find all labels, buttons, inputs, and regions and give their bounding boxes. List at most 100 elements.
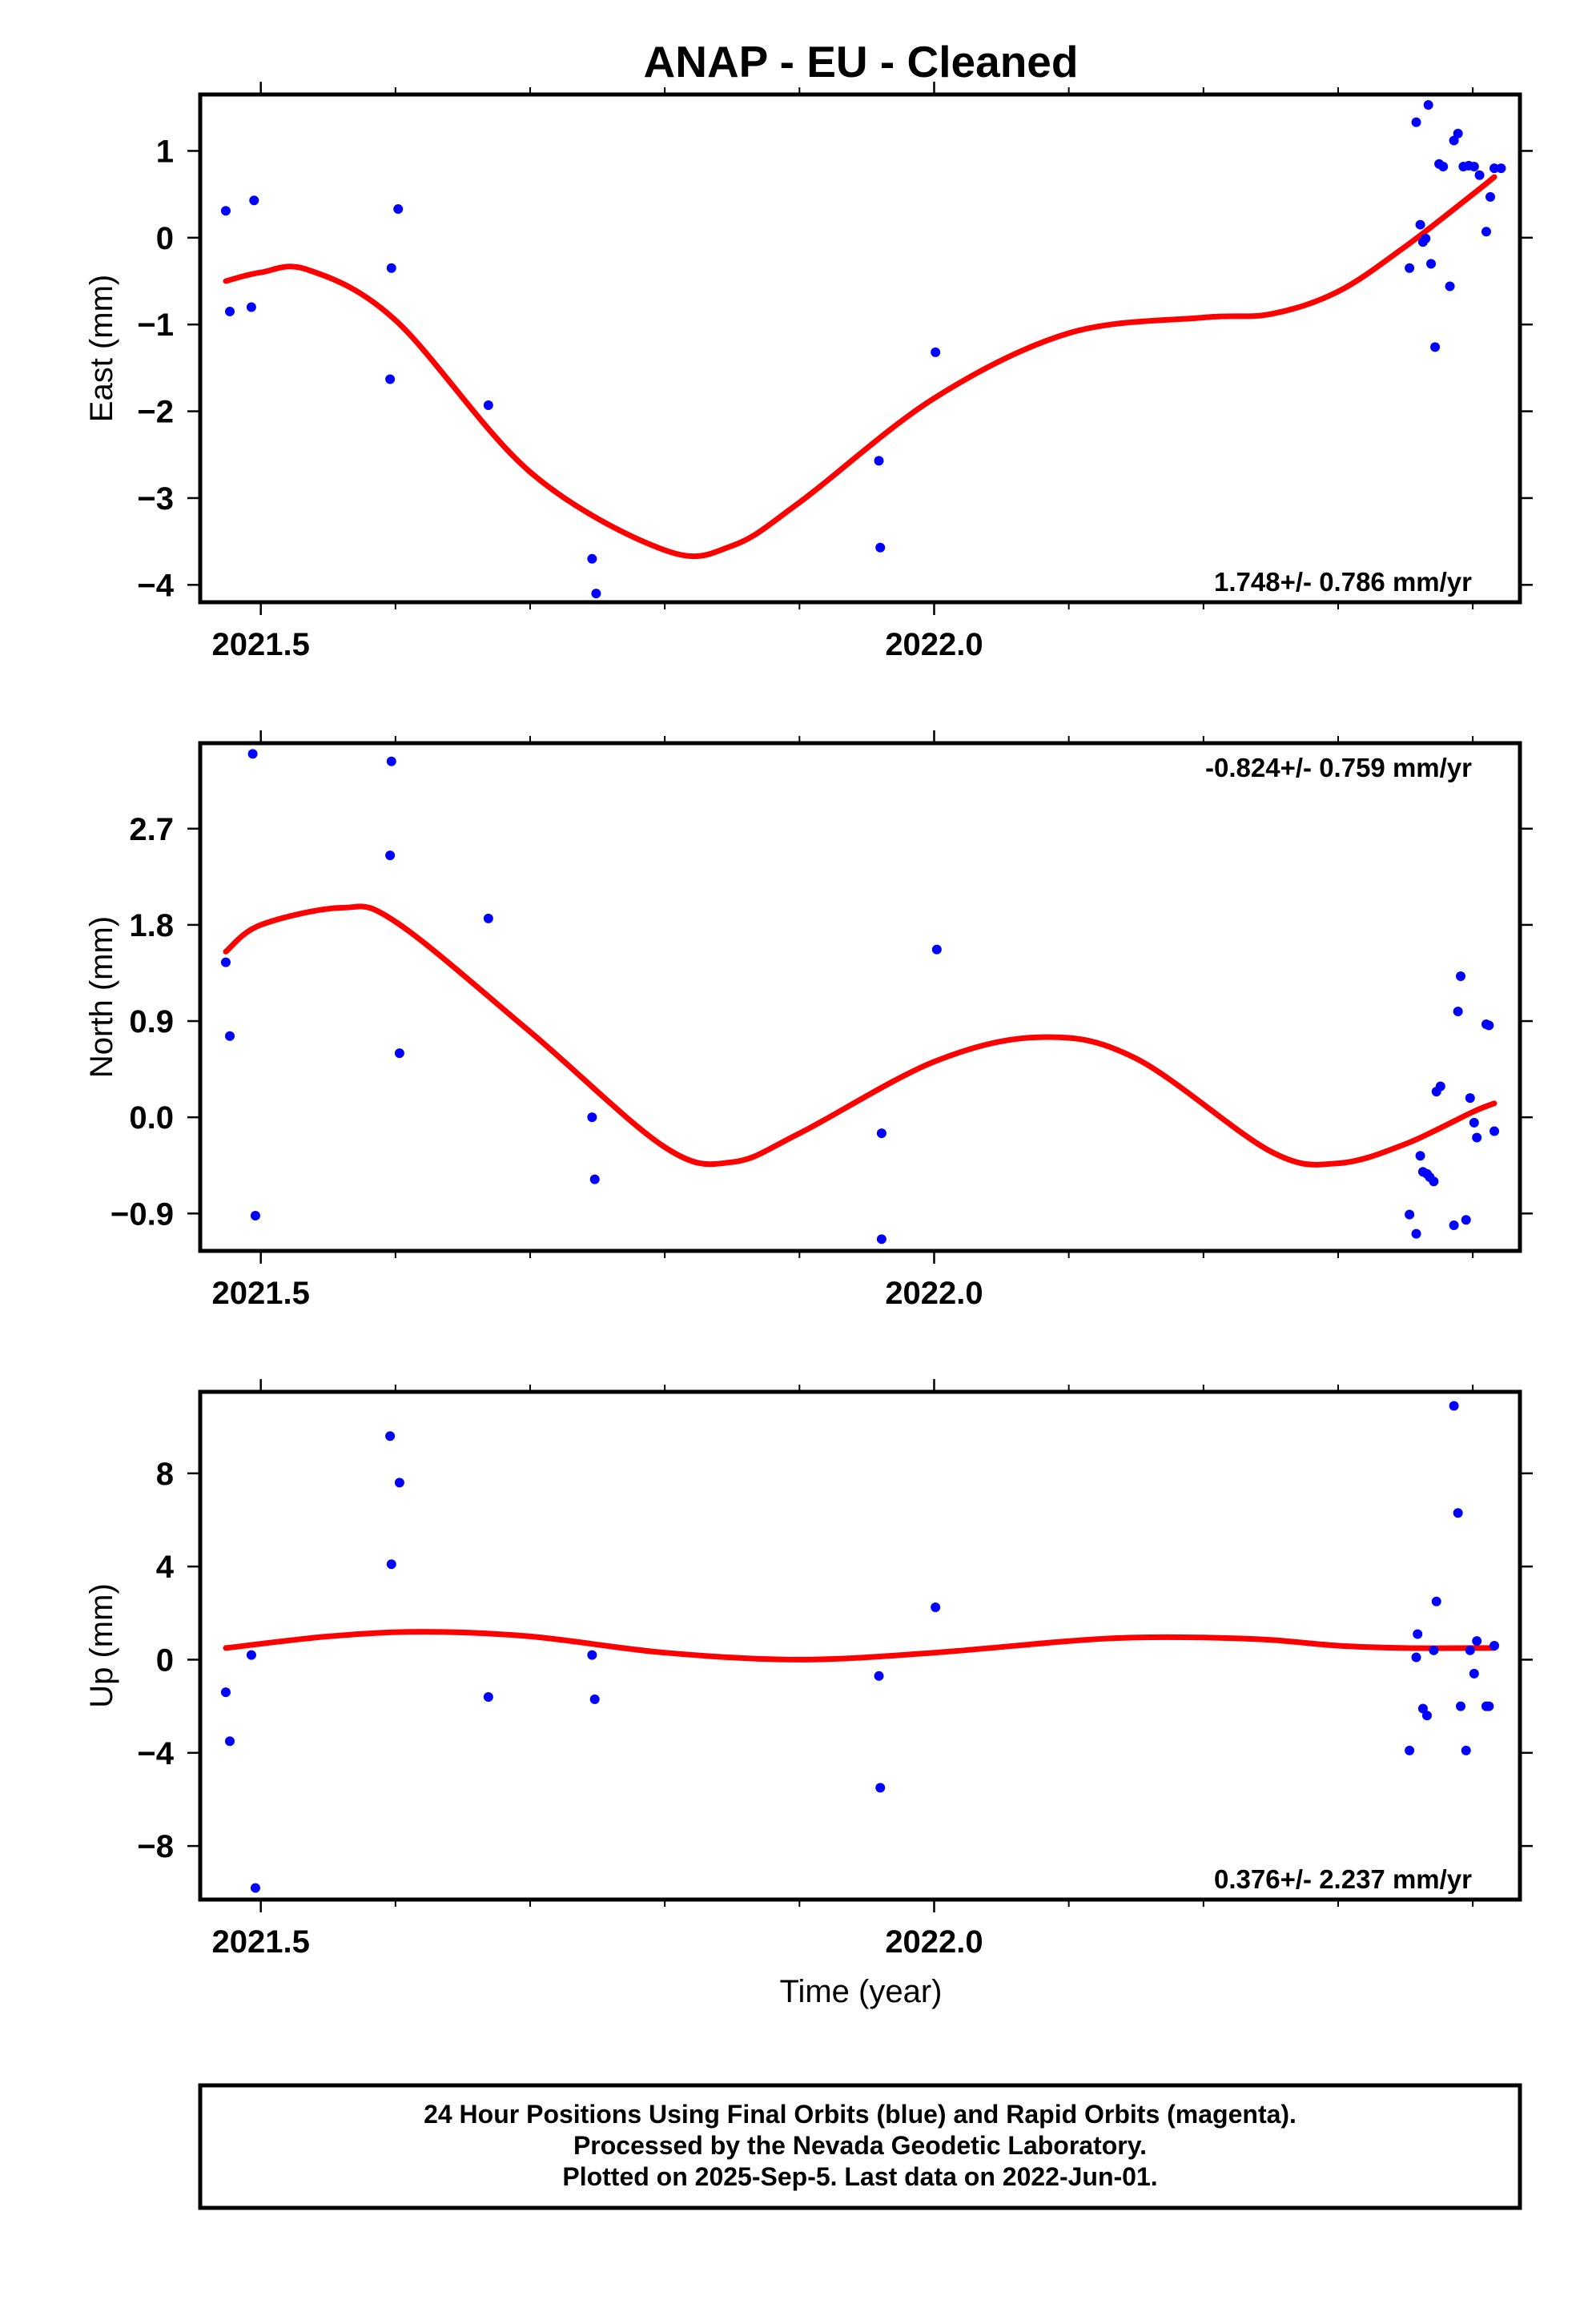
up-data-point — [1472, 1636, 1482, 1647]
east-data-point — [249, 195, 259, 206]
east-y-tick-label: −2 — [137, 395, 174, 430]
north-data-point — [1489, 1126, 1500, 1136]
up-data-point — [1429, 1645, 1439, 1655]
east-x-tick-label: 2021.5 — [212, 627, 310, 662]
east-data-point — [1438, 161, 1449, 171]
east-data-point — [1415, 219, 1425, 230]
up-data-point — [394, 1478, 404, 1488]
up-data-point — [1453, 1508, 1463, 1518]
up-fit-curve — [223, 1629, 1498, 1663]
up-data-point — [1417, 1703, 1428, 1714]
east-data-point — [220, 206, 231, 216]
east-data-point — [1485, 191, 1496, 202]
north-fit-curve — [223, 903, 1498, 1168]
east-data-point — [1496, 163, 1506, 174]
north-data-point — [1415, 1151, 1425, 1161]
east-data-point — [224, 306, 235, 316]
east-data-point — [591, 589, 601, 599]
up-x-tick-label: 2021.5 — [212, 1924, 310, 1960]
east-data-point — [1453, 128, 1463, 139]
east-data-point — [1474, 170, 1485, 180]
up-y-axis-label: Up (mm) — [84, 1583, 119, 1708]
north-data-point — [220, 957, 231, 967]
east-y-axis-label: East (mm) — [84, 275, 119, 422]
up-y-tick-label: 8 — [156, 1457, 174, 1492]
up-y-tick-label: −8 — [137, 1829, 174, 1864]
north-data-point — [386, 756, 396, 766]
east-data-point — [587, 553, 597, 564]
up-data-point — [874, 1671, 884, 1681]
north-data-point — [385, 850, 396, 861]
east-data-point — [1423, 100, 1433, 111]
footer-box: 24 Hour Positions Using Final Orbits (bl… — [198, 2083, 1522, 2210]
north-x-tick-label: 2021.5 — [212, 1276, 310, 1311]
east-data-point — [1421, 233, 1431, 243]
north-x-tick-label: 2022.0 — [885, 1276, 983, 1311]
north-data-point — [587, 1112, 597, 1123]
up-y-tick-label: 4 — [156, 1550, 175, 1585]
east-data-point — [246, 302, 256, 312]
east-data-point — [875, 542, 886, 553]
east-frame — [198, 92, 1522, 605]
north-data-point — [1411, 1228, 1421, 1239]
chart-panels: 2021.5 2022.0 1 0 −1 −2 −3 −4 East (mm) 1.748+/- … — [84, 82, 1533, 1960]
east-data-point — [874, 456, 884, 466]
north-data-point — [1472, 1132, 1482, 1143]
north-data-point — [1405, 1209, 1415, 1220]
up-data-point — [875, 1783, 886, 1793]
up-data-point — [1469, 1668, 1479, 1679]
north-data-point — [250, 1210, 260, 1220]
up-data-point — [1405, 1745, 1415, 1755]
up-y-tick-label: −4 — [137, 1736, 174, 1771]
up-data-point — [385, 1431, 396, 1441]
east-panel: 2021.5 2022.0 1 0 −1 −2 −3 −4 East (mm) 1.748+/- … — [84, 82, 1533, 662]
up-data-point — [1484, 1701, 1494, 1711]
north-data-point — [394, 1048, 404, 1059]
north-y-tick-label: 2.7 — [129, 812, 174, 847]
east-data-point — [931, 347, 941, 357]
up-data-point — [1449, 1401, 1459, 1411]
up-data-point — [1413, 1629, 1423, 1639]
east-x-tick-label: 2022.0 — [885, 627, 983, 662]
up-data-point — [483, 1691, 493, 1702]
east-data-point — [1426, 259, 1437, 269]
north-panel: 2021.5 2022.0 2.7 1.8 0.9 0.0 −0.9 North (mm) -0… — [84, 730, 1533, 1311]
north-data-point — [1484, 1020, 1494, 1031]
north-y-tick-label: −0.9 — [111, 1196, 174, 1232]
up-data-point — [1411, 1652, 1421, 1663]
north-data-point — [247, 749, 258, 759]
east-fit-curve — [223, 174, 1498, 560]
up-data-point — [1456, 1701, 1466, 1711]
up-data-point — [1431, 1596, 1441, 1606]
north-data-point — [1465, 1093, 1475, 1104]
north-plot-area — [220, 749, 1500, 1244]
north-data-point — [876, 1128, 886, 1139]
north-data-point — [1461, 1215, 1471, 1225]
footer-line-2: Processed by the Nevada Geodetic Laborat… — [573, 2131, 1147, 2160]
up-data-point — [224, 1736, 235, 1747]
east-y-tick-label: −1 — [137, 308, 174, 343]
east-plot-area — [220, 100, 1506, 599]
east-y-tick-label: −3 — [137, 481, 174, 517]
north-data-point — [1469, 1117, 1479, 1128]
up-rate-label: 0.376+/- 2.237 mm/yr — [1214, 1864, 1472, 1894]
north-data-point — [1449, 1220, 1459, 1230]
up-data-point — [250, 1883, 260, 1893]
north-data-point — [931, 944, 942, 955]
east-data-point — [1445, 281, 1455, 292]
north-data-point — [1456, 971, 1466, 981]
up-data-point — [1421, 1711, 1432, 1721]
up-data-point — [931, 1602, 941, 1613]
east-data-point — [385, 374, 396, 384]
up-data-point — [1465, 1645, 1475, 1655]
north-data-point — [1435, 1081, 1445, 1092]
north-frame — [198, 741, 1522, 1253]
up-x-tick-label: 2022.0 — [885, 1924, 983, 1960]
east-rate-label: 1.748+/- 0.786 mm/yr — [1214, 567, 1472, 597]
north-y-tick-label: 1.8 — [129, 908, 174, 943]
up-data-point — [587, 1650, 597, 1660]
east-data-point — [483, 400, 493, 410]
north-data-point — [1453, 1007, 1463, 1017]
north-y-tick-label: 0.0 — [129, 1100, 174, 1136]
